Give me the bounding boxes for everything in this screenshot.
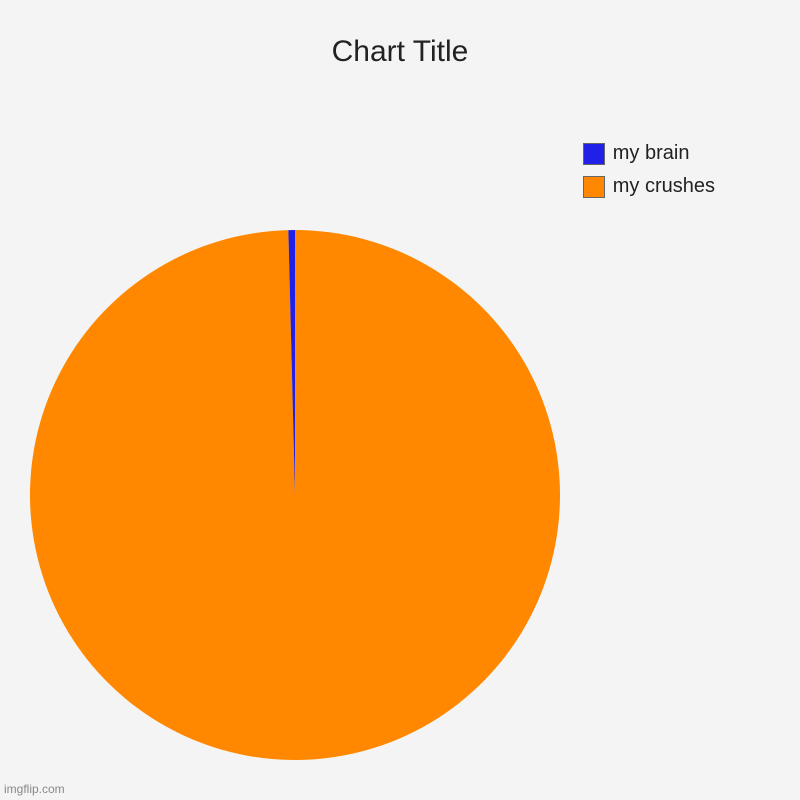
pie-svg [30, 230, 560, 760]
legend-swatch [583, 176, 605, 198]
legend: my brain my crushes [583, 142, 715, 208]
legend-item: my brain [583, 142, 715, 165]
legend-item: my crushes [583, 175, 715, 198]
legend-label: my brain [613, 142, 690, 165]
watermark: imgflip.com [4, 782, 65, 796]
legend-label: my crushes [613, 175, 715, 198]
legend-swatch [583, 143, 605, 165]
chart-title: Chart Title [332, 35, 469, 69]
pie-chart [30, 230, 560, 760]
chart-container: Chart Title my brain my crushes imgflip.… [0, 0, 800, 800]
